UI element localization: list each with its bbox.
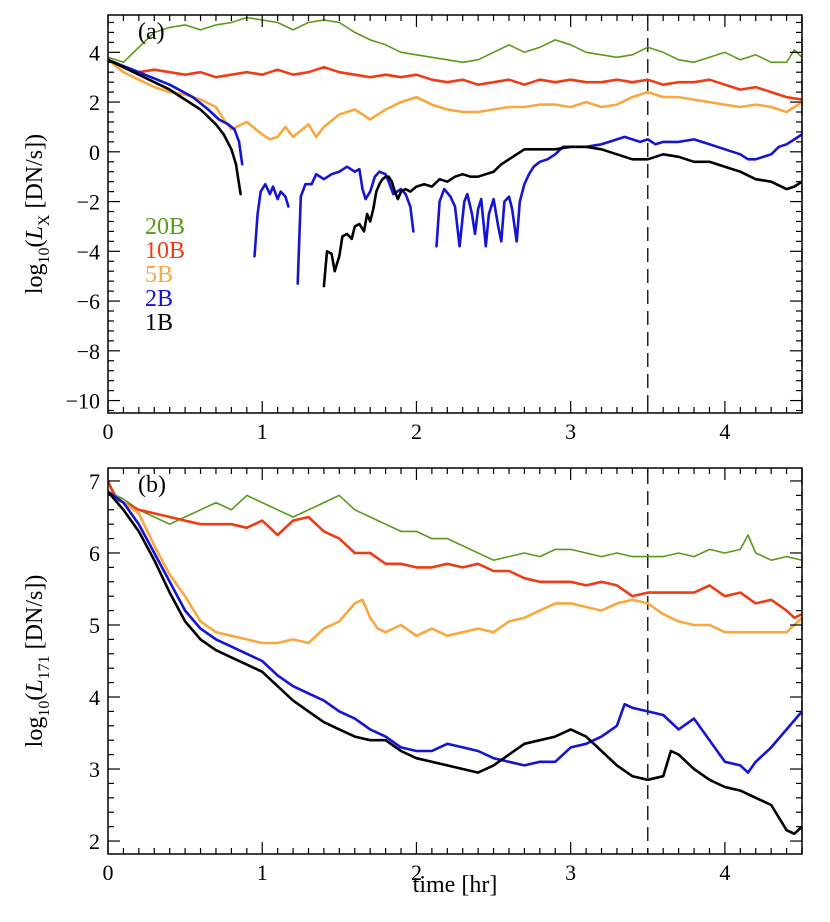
x-tick-label: 4 — [719, 860, 730, 885]
y-axis-title: log10(LX [DN/s]) — [22, 134, 53, 294]
panel-label: (a) — [138, 19, 165, 45]
series-10B-line — [108, 479, 802, 620]
y-tick-label: 5 — [89, 613, 100, 638]
y-tick-label: −2 — [77, 190, 100, 215]
panel-a: 0 1 2 3 4 −10 −8 −6 −4 −2 0 2 4 (a) log10(LX [DN/s]) 20… — [22, 14, 803, 444]
y-tick-label: 7 — [89, 469, 100, 494]
series-1B-line — [108, 58, 242, 196]
x-tick-label: 0 — [103, 860, 114, 885]
y-tick-label: −8 — [77, 339, 100, 364]
series-10B-line — [108, 58, 802, 101]
y-tick-label: 0 — [89, 140, 100, 165]
panel-label: (b) — [138, 472, 166, 498]
plot-frame — [107, 467, 803, 855]
y-tick-label: 2 — [89, 90, 100, 115]
y-tick-label: 6 — [89, 541, 100, 566]
x-tick-label: 0 — [103, 419, 114, 444]
plot-frame — [107, 14, 803, 414]
legend-entry-5B: 5B — [145, 262, 173, 288]
y-tick-label: −6 — [77, 289, 100, 314]
y-axis-title: log10(L171 [DN/s]) — [22, 575, 53, 748]
x-tick-label: 2 — [411, 860, 422, 885]
x-tick-label: 1 — [257, 419, 268, 444]
series-2B-line — [435, 133, 802, 248]
legend-entry-20B: 20B — [145, 214, 185, 240]
x-tick-label: 1 — [257, 860, 268, 885]
y-tick-label: 4 — [89, 40, 100, 65]
legend-entry-1B: 1B — [145, 310, 173, 336]
series-20B-line — [108, 16, 802, 64]
series-5B-line — [108, 490, 802, 645]
legend-entry-2B: 2B — [145, 286, 173, 312]
x-tick-label: 3 — [565, 419, 576, 444]
series-2B-line — [253, 182, 290, 258]
y-tick-label: −4 — [77, 239, 100, 264]
y-tick-label: 3 — [89, 757, 100, 782]
series-1B-line — [322, 145, 802, 288]
x-tick-label: 3 — [565, 860, 576, 885]
series-5B-line — [108, 58, 802, 141]
legend-entry-10B: 10B — [145, 238, 185, 264]
series-2B-line — [108, 58, 244, 166]
y-tick-label: 2 — [89, 829, 100, 854]
panel-b: 0 1 2 3 4 2 3 4 5 6 7 (b) log10(L171 [DN/s]) — [22, 467, 803, 885]
y-tick-label: 4 — [89, 685, 100, 710]
series-1B-line — [108, 490, 802, 836]
x-axis-title: time [hr] — [413, 872, 498, 898]
x-tick-label: 4 — [719, 419, 730, 444]
series-20B-line — [108, 480, 802, 561]
x-tick-label: 2 — [411, 419, 422, 444]
series-2B-line — [108, 490, 802, 774]
y-tick-label: −10 — [66, 389, 100, 414]
